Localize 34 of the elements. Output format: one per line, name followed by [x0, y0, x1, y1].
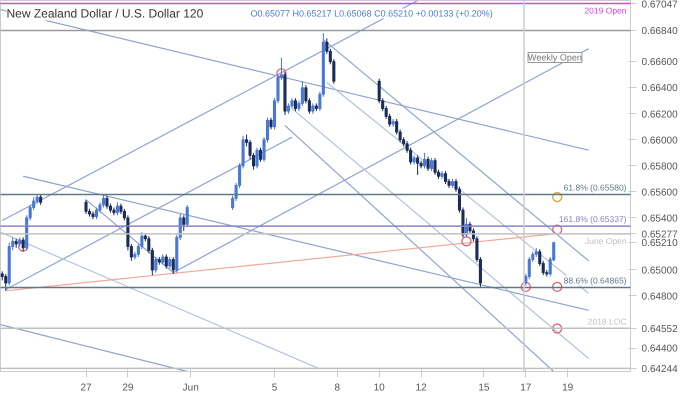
y-tick-label: 0.64400: [642, 344, 678, 355]
y-tick-label: 0.65800: [642, 161, 678, 172]
x-tick-label: 8: [334, 382, 341, 394]
ref-line-label: 61.8% (0.65580): [564, 182, 627, 192]
y-tick-label: 0.66840: [642, 26, 678, 37]
x-tick-label: 12: [416, 382, 428, 394]
x-tick-label: 5: [272, 382, 278, 394]
text: O0.65077 H0.65217 L0.65068 C0.65210 +0.00133 (+0.20%): [250, 8, 493, 18]
x-tick-label: 19: [562, 382, 574, 394]
y-tick-label: 0.65000: [642, 265, 678, 276]
x-tick-label: 15: [478, 382, 490, 394]
y-tick-label: 0.65210: [642, 238, 678, 250]
y-tick-label: 0.64244: [642, 364, 678, 375]
x-tick-label: Jun: [182, 382, 199, 394]
text: New Zealand Dollar / U.S. Dollar 120: [6, 6, 204, 20]
ref-line-label: 2018 LOC: [588, 316, 626, 326]
y-tick-label: 0.66400: [642, 83, 678, 94]
y-tick-label: 0.67047: [642, 0, 678, 10]
y-tick-label: 0.64552: [642, 324, 678, 335]
ref-line-label: 161.8% (0.65337): [558, 214, 627, 224]
y-tick-label: 0.65277: [642, 229, 678, 240]
y-tick-label: 0.64800: [642, 292, 678, 302]
x-tick-label: 27: [80, 382, 92, 394]
y-tick-label: 0.65400: [642, 213, 678, 224]
x-tick-label: 10: [374, 382, 386, 394]
ref-line-label: 2019 Open: [584, 5, 627, 16]
y-tick-label: 0.66200: [642, 109, 678, 120]
ref-line-label: 88.6% (0.64865): [564, 276, 627, 286]
x-tick-label: 17: [520, 382, 532, 394]
y-tick-label: 0.66000: [642, 135, 678, 146]
y-tick-label: 0.66600: [642, 57, 678, 68]
y-tick-label: 0.65600: [642, 187, 678, 198]
ref-line-label: June Open: [584, 236, 627, 246]
x-tick-label: 29: [122, 382, 134, 394]
